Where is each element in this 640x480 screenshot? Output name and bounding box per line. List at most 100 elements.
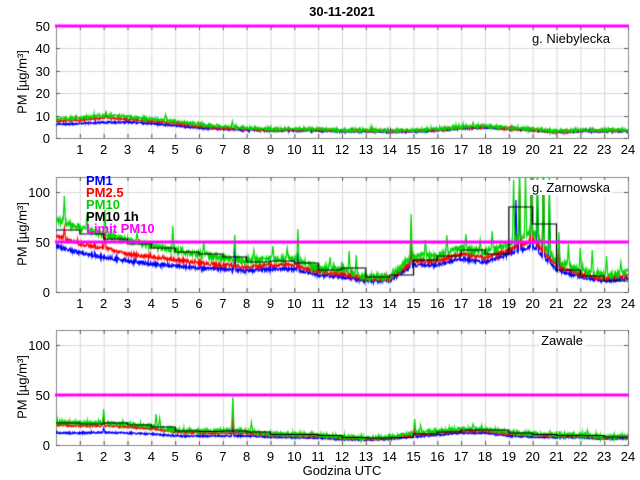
x-tick-label: 8 (243, 449, 251, 464)
x-tick-label: 13 (358, 449, 374, 464)
y-tick-label: 10 (35, 108, 50, 124)
x-tick-label: 1 (76, 142, 84, 157)
x-tick-label: 18 (477, 449, 493, 464)
legend-entry-pm10: PM10 (86, 197, 120, 212)
x-tick-label: 11 (311, 142, 325, 157)
x-tick-label: 7 (219, 449, 227, 464)
x-tick-label: 21 (549, 296, 564, 311)
x-tick-label: 17 (453, 296, 469, 311)
x-tick-label: 6 (195, 296, 203, 311)
x-tick-label: 13 (358, 296, 374, 311)
x-tick-label: 19 (501, 449, 517, 464)
x-tick-label: 20 (525, 296, 540, 311)
station-label-zawale: Zawale (539, 333, 585, 348)
x-tick-label: 5 (171, 449, 179, 464)
station-label-niebylecka: g. Niebylecka (529, 31, 612, 46)
x-tick-label: 17 (453, 142, 469, 157)
x-tick-label: 23 (596, 142, 612, 157)
y-axis-label-panel1: PM [µg/m³] (14, 50, 30, 114)
x-tick-label: 18 (477, 296, 493, 311)
x-tick-label: 9 (266, 142, 275, 157)
x-tick-label: 4 (147, 449, 155, 464)
x-tick-label: 16 (430, 449, 445, 464)
legend: PM1 PM2.5 PM10 PM10 1h Limit PM10 (86, 173, 155, 236)
x-tick-label: 8 (243, 296, 251, 311)
y-tick-label: 30 (35, 63, 50, 79)
x-tick-label: 22 (573, 142, 588, 157)
x-tick-label: 24 (620, 449, 636, 464)
x-tick-label: 3 (123, 142, 132, 157)
x-tick-label: 10 (287, 449, 302, 464)
x-tick-label: 23 (596, 449, 612, 464)
page-title: 30-11-2021 (309, 4, 375, 19)
x-tick-label: 11 (311, 449, 325, 464)
x-tick-label: 19 (501, 296, 517, 311)
y-tick-label: 100 (28, 185, 50, 200)
x-tick-label: 3 (123, 296, 132, 311)
x-tick-label: 7 (219, 296, 227, 311)
x-tick-label: 10 (287, 296, 302, 311)
y-tick-label: 0 (42, 438, 50, 453)
legend-entry-pm1: PM1 (86, 173, 113, 188)
x-tick-label: 17 (453, 449, 469, 464)
y-tick-label: 100 (28, 338, 50, 353)
y-tick-label: 0 (42, 285, 50, 300)
x-tick-label: 20 (525, 449, 540, 464)
y-axis-label-panel2: PM [µg/m³] (14, 202, 30, 266)
x-tick-label: 1 (76, 296, 84, 311)
x-tick-label: 11 (311, 296, 325, 311)
y-axis-label-panel3: PM [µg/m³] (14, 355, 30, 419)
legend-entry-pm2-5: PM2.5 (86, 185, 124, 200)
x-tick-label: 24 (620, 296, 636, 311)
x-tick-label: 6 (195, 142, 203, 157)
x-tick-label: 21 (549, 449, 564, 464)
legend-entry-limit-pm10: Limit PM10 (86, 221, 155, 236)
x-tick-label: 21 (549, 142, 564, 157)
x-tick-label: 15 (406, 296, 421, 311)
y-tick-label: 50 (35, 235, 50, 250)
x-tick-label: 14 (382, 142, 397, 157)
x-tick-label: 2 (100, 296, 108, 311)
station-label-zarnowska: g. Zarnowska (529, 180, 612, 195)
x-tick-label: 19 (501, 142, 517, 157)
x-tick-label: 5 (171, 296, 179, 311)
x-tick-label: 5 (171, 142, 179, 157)
x-tick-label: 9 (266, 449, 275, 464)
x-tick-label: 8 (243, 142, 251, 157)
y-tick-label: 0 (42, 131, 50, 146)
x-tick-label: 18 (477, 142, 493, 157)
x-tick-label: 22 (573, 449, 588, 464)
x-tick-label: 12 (334, 449, 350, 464)
x-tick-label: 16 (430, 142, 445, 157)
x-tick-label: 12 (334, 296, 350, 311)
x-tick-label: 22 (573, 296, 588, 311)
x-tick-label: 7 (219, 142, 227, 157)
y-tick-label: 50 (35, 19, 50, 34)
x-tick-label: 1 (76, 449, 84, 464)
y-tick-label: 40 (35, 41, 50, 57)
x-tick-label: 6 (195, 449, 203, 464)
x-tick-label: 14 (382, 449, 397, 464)
x-tick-label: 12 (334, 142, 350, 157)
x-tick-label: 9 (266, 296, 275, 311)
y-tick-label: 50 (35, 388, 50, 403)
x-tick-label: 24 (620, 142, 636, 157)
x-tick-label: 20 (525, 142, 540, 157)
x-tick-label: 13 (358, 142, 374, 157)
x-tick-label: 3 (123, 449, 132, 464)
x-tick-label: 16 (430, 296, 445, 311)
x-tick-label: 2 (100, 142, 108, 157)
x-tick-label: 23 (596, 296, 612, 311)
x-tick-label: 4 (147, 142, 155, 157)
y-tick-label: 20 (35, 86, 50, 102)
x-axis-label: Godzina UTC (302, 463, 382, 478)
x-tick-label: 10 (287, 142, 302, 157)
x-tick-label: 14 (382, 296, 397, 311)
x-tick-label: 15 (406, 142, 421, 157)
legend-entry-pm10-1h: PM10 1h (86, 209, 139, 224)
x-tick-label: 15 (406, 449, 421, 464)
x-tick-label: 2 (100, 449, 108, 464)
x-tick-label: 4 (147, 296, 155, 311)
